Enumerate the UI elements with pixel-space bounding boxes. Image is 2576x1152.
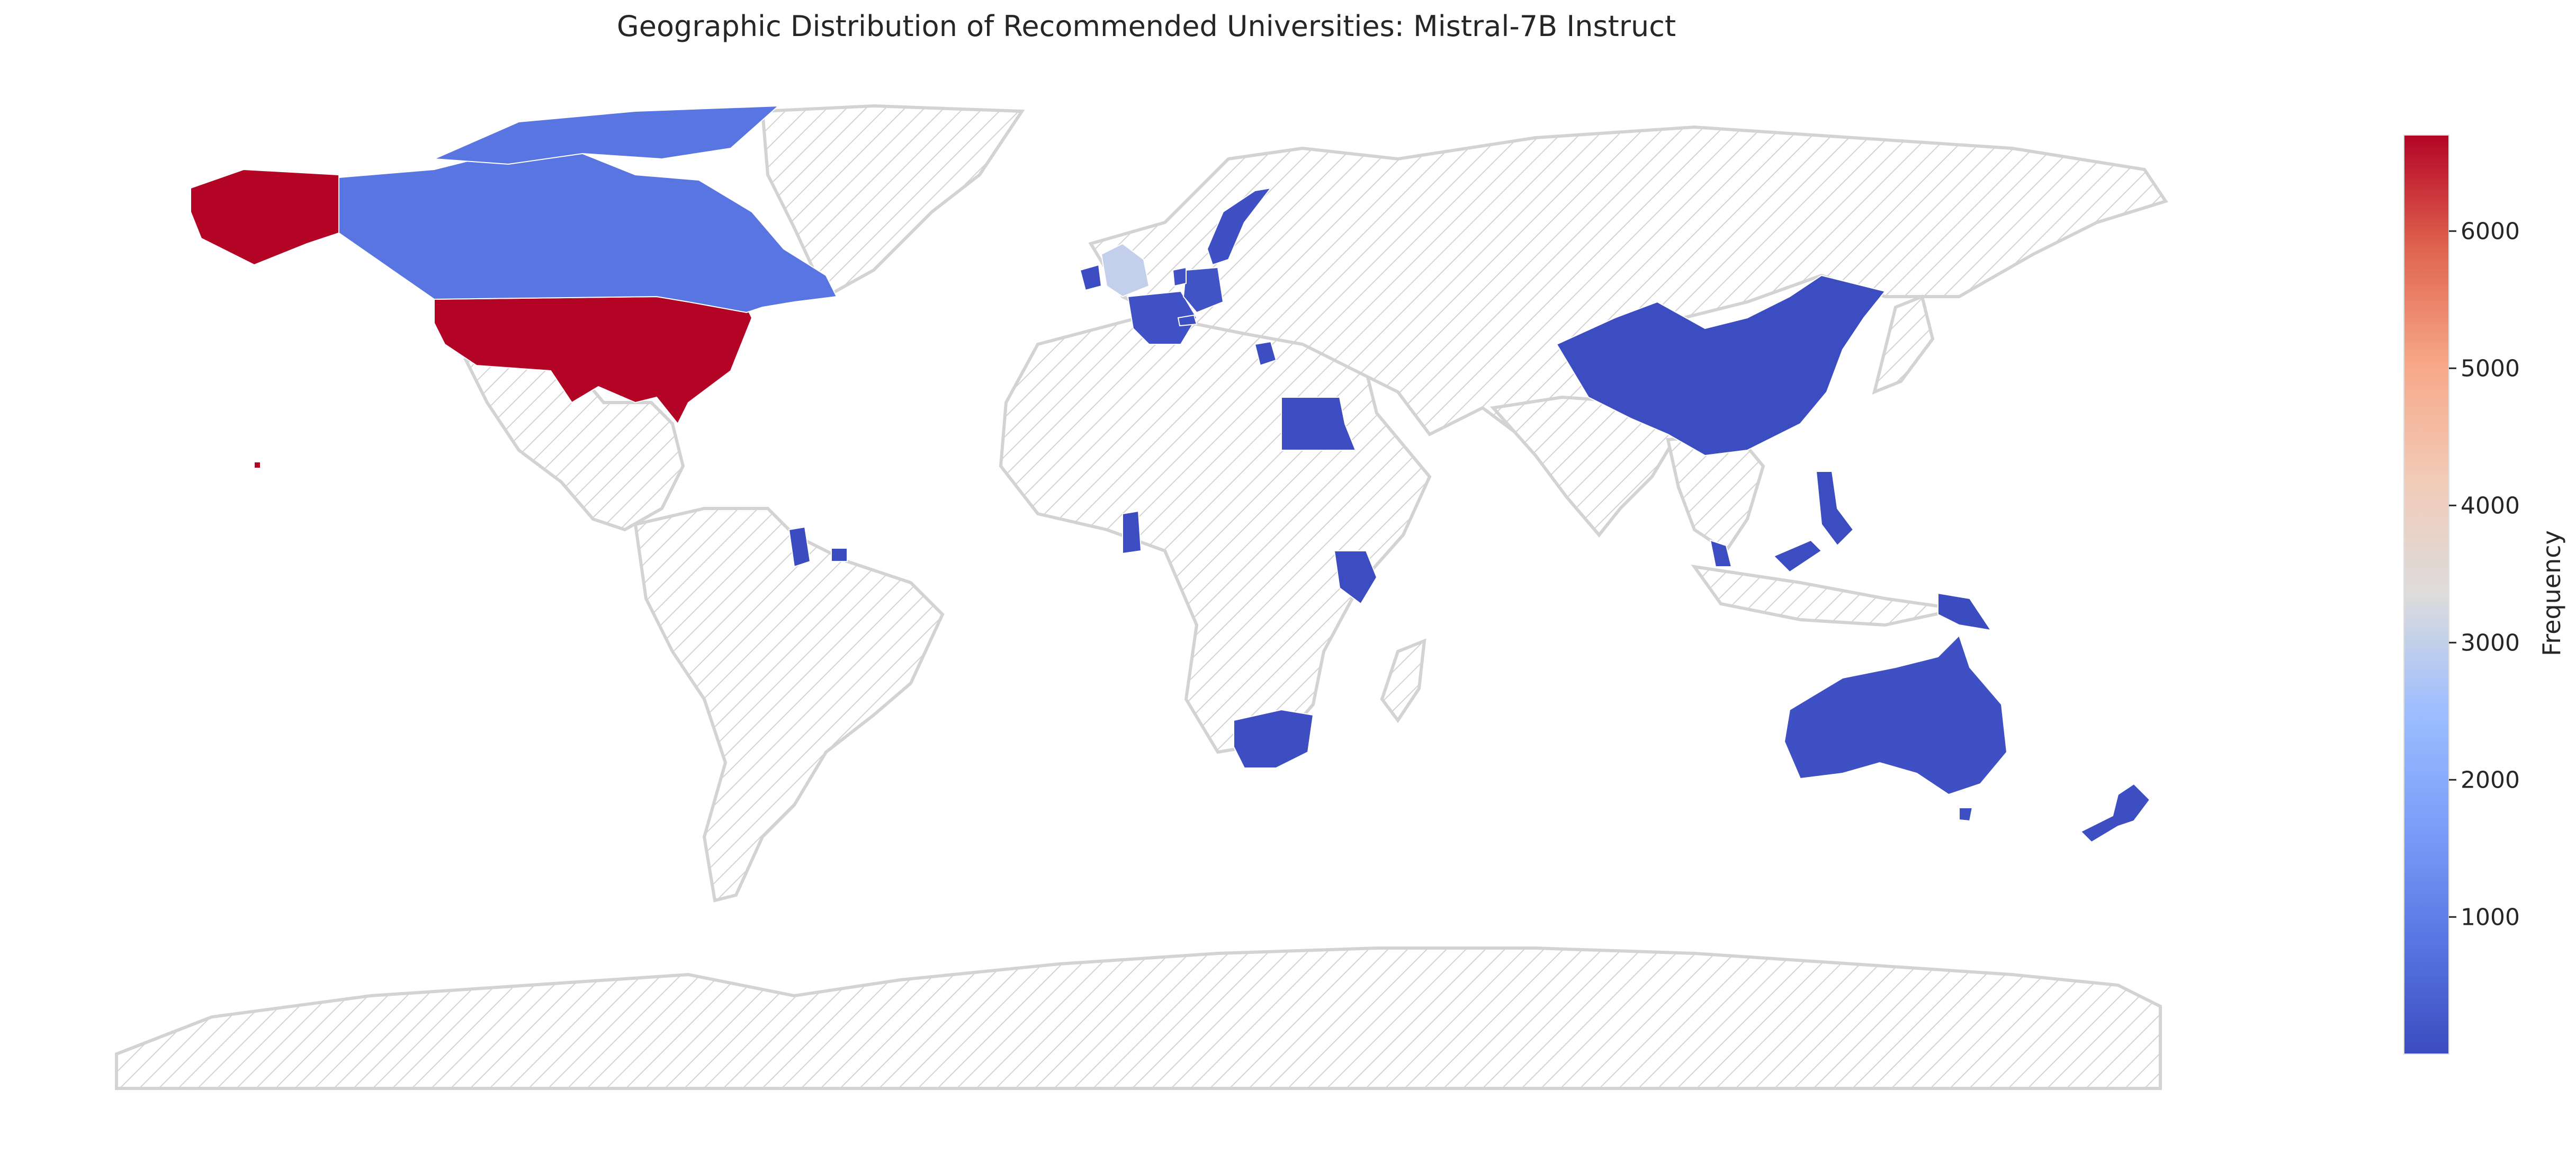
antarctica-region [115,946,2162,1090]
world-map [115,104,2168,1090]
country-kenya [1333,550,1378,605]
country-new-zealand [2080,783,2151,843]
colorbar-tick-label: 1000 [2461,904,2520,931]
mexico-central-america-region [463,358,685,532]
colorbar-tick-label: 6000 [2461,218,2520,245]
country-australia [1783,635,2008,796]
country-guyana [788,526,811,568]
country-greece [1254,341,1277,367]
colorbar-tick-label: 3000 [2461,629,2520,656]
colorbar-tick-label: 2000 [2461,766,2520,793]
country-egypt [1281,397,1357,451]
colorbar-tick-label: 4000 [2461,492,2520,519]
madagascar-region [1380,638,1426,724]
country-australia-tasmania [1959,807,1973,822]
no-data-regions [115,104,2168,1090]
country-ghana [1122,510,1142,555]
country-philippines [1815,471,1854,547]
indonesia-region [1691,564,1960,627]
country-china [1556,274,1886,457]
country-ireland [1079,264,1102,291]
country-switzerland [1177,314,1198,327]
japan-region [1872,294,1935,395]
country-france [1127,290,1198,345]
colorbar-ticks: 1000 2000 3000 4000 5000 6000 [2449,218,2520,931]
country-united-states-hawaii [254,461,261,469]
greenland-region [760,104,1025,299]
country-netherlands [1172,266,1187,287]
country-papua-new-guinea [1937,592,1992,631]
colorbar-gradient [2403,135,2449,1055]
country-united-kingdom [1100,243,1150,298]
country-germany [1182,266,1224,314]
country-sweden [1206,187,1272,266]
country-malaysia [1709,539,1823,573]
colorbar-tick-label: 5000 [2461,355,2520,382]
colorbar-label: Frequency [2537,530,2566,656]
country-shapes [190,105,2151,843]
country-south-africa [1233,709,1314,769]
country-suriname [831,548,848,562]
country-united-states-alaska [190,168,339,266]
chart-title: Geographic Distribution of Recommended U… [616,10,1676,43]
country-canada-arctic [434,105,780,165]
